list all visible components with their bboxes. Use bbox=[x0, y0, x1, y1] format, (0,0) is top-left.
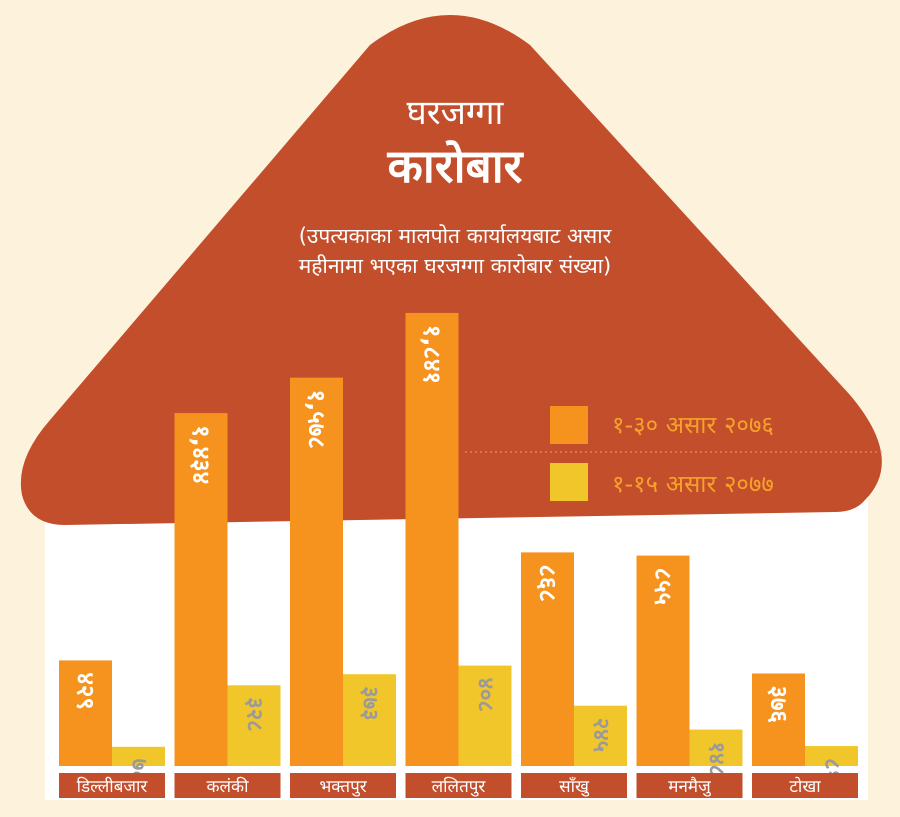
bar-value-label-2076-3: १,५७८ bbox=[303, 390, 331, 449]
bar-2076-2 bbox=[174, 413, 228, 766]
legend-swatch-2076 bbox=[550, 406, 588, 444]
subtitle-line-2: महीनामा भएका घरजग्गा कारोबार संख्या) bbox=[299, 254, 612, 278]
bars-group: ४२९७८१,४३४३२८१,५७८३७३१,८४१४०८८६८२४५८५५१४… bbox=[59, 312, 858, 782]
title-line-2: कारोबार bbox=[387, 139, 525, 193]
bar-2076-3 bbox=[290, 377, 343, 766]
category-band-4 bbox=[405, 773, 512, 798]
bar-2077-3 bbox=[343, 674, 396, 766]
category-band-3 bbox=[290, 773, 396, 798]
bar-2076-4 bbox=[405, 312, 459, 766]
category-band-7 bbox=[752, 773, 858, 798]
legend-label-2077: १-१५ असार २०७७ bbox=[612, 470, 774, 498]
bar-value-label-2077-5: २४५ bbox=[588, 718, 613, 752]
category-label-5: साँखु bbox=[559, 776, 590, 797]
bar-value-label-2077-2: ३२८ bbox=[242, 697, 267, 731]
category-labels: डिल्लीबजार कलंकी भक्तपुर ललितपुर साँखु मनमैजु… bbox=[59, 773, 858, 798]
legend: १-३० असार २०७६ १-१५ असार २०७७ bbox=[465, 406, 885, 501]
category-band-6 bbox=[636, 773, 743, 798]
bar-2076-6 bbox=[636, 555, 690, 766]
category-label-2: कलंकी bbox=[206, 776, 249, 797]
house-roof bbox=[20, 15, 882, 525]
legend-label-2076: १-३० असार २०७६ bbox=[612, 411, 774, 439]
subtitle-line-1: (उपत्यकाका मालपोत कार्यालयबाट असार bbox=[299, 224, 612, 248]
bar-2077-7 bbox=[805, 746, 858, 766]
bar-2077-4 bbox=[458, 665, 512, 766]
bar-value-label-2077-6: १४८ bbox=[704, 742, 729, 776]
bar-value-label-2076-5: ८६८ bbox=[534, 564, 562, 601]
category-band-5 bbox=[521, 773, 627, 798]
category-label-4: ललितपुर bbox=[432, 776, 487, 797]
bar-value-label-2076-4: १,८४१ bbox=[418, 325, 446, 384]
bar-value-label-2077-4: ४०८ bbox=[473, 678, 498, 712]
category-band-1 bbox=[59, 773, 165, 798]
title-line-1: घरजग्गा bbox=[407, 93, 505, 133]
category-label-1: डिल्लीबजार bbox=[77, 776, 149, 797]
category-label-7: टोखा bbox=[789, 776, 821, 797]
category-label-6: मनमैजु bbox=[668, 776, 711, 797]
bar-2076-1 bbox=[59, 660, 112, 766]
bar-2077-5 bbox=[574, 705, 627, 766]
legend-swatch-2077 bbox=[550, 463, 588, 501]
bar-2076-7 bbox=[752, 673, 805, 766]
category-band-2 bbox=[174, 773, 281, 798]
bar-value-label-2077-3: ३७३ bbox=[357, 686, 382, 720]
bar-2077-2 bbox=[227, 685, 281, 766]
bar-value-label-2076-6: ८५५ bbox=[649, 568, 677, 605]
category-label-3: भक्तपुर bbox=[319, 777, 367, 797]
bar-2076-5 bbox=[521, 552, 574, 766]
bar-value-label-2076-1: ४२९ bbox=[72, 672, 100, 709]
bar-2077-1 bbox=[112, 746, 165, 766]
bar-value-label-2076-2: १,४३४ bbox=[187, 425, 215, 484]
bar-value-label-2076-7: ३७६ bbox=[765, 685, 793, 722]
bar-2077-6 bbox=[689, 729, 743, 766]
